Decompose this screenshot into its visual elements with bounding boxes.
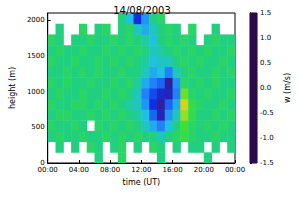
svg-text:-1.0: -1.0: [260, 134, 274, 142]
svg-text:20:00: 20:00: [194, 166, 214, 174]
svg-text:1.5: 1.5: [260, 9, 271, 17]
svg-text:1.0: 1.0: [260, 34, 271, 42]
svg-text:16:00: 16:00: [162, 166, 182, 174]
svg-text:14/08/2003: 14/08/2003: [113, 5, 171, 16]
svg-text:12:00: 12:00: [131, 166, 151, 174]
svg-text:0: 0: [40, 159, 45, 167]
svg-text:0.0: 0.0: [260, 84, 271, 92]
svg-text:1500: 1500: [27, 52, 45, 60]
svg-text:-1.5: -1.5: [260, 159, 274, 167]
svg-text:2000: 2000: [27, 16, 45, 24]
svg-text:w (m/s): w (m/s): [283, 73, 292, 103]
svg-text:height (m): height (m): [8, 67, 17, 109]
svg-text:00:00: 00:00: [38, 166, 58, 174]
svg-text:08:00: 08:00: [100, 166, 120, 174]
svg-text:-0.5: -0.5: [260, 109, 274, 117]
svg-text:0.5: 0.5: [260, 59, 271, 67]
svg-text:00:00: 00:00: [225, 166, 245, 174]
svg-text:1000: 1000: [27, 88, 45, 96]
svg-text:500: 500: [31, 123, 44, 131]
svg-text:04:00: 04:00: [69, 166, 89, 174]
svg-text:time (UT): time (UT): [123, 178, 161, 187]
